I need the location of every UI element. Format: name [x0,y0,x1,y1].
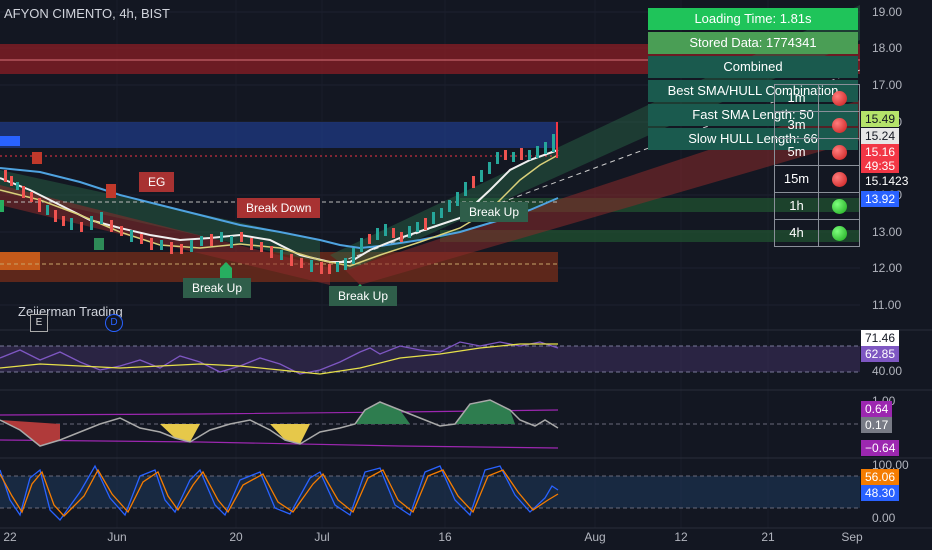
price-tick: 13.00 [872,225,903,239]
axis-tick: 100.00 [872,458,909,472]
timeframe-row-5m: 5m [775,139,859,166]
timeframe-label: 1m [775,85,819,111]
timeframe-label: 5m [775,139,819,165]
break-up-label-1: Break Up [183,278,252,298]
timeframe-row-15m: 15m [775,166,859,193]
value-label: 13.92 [861,191,900,207]
info-panel: Loading Time: 1.81s Stored Data: 1774341 C… [648,8,858,152]
d-badge[interactable]: D [105,314,123,332]
status-dot-icon [831,171,847,187]
status-dot-icon [831,198,847,214]
timeframe-label: 15m [775,166,819,192]
status-dot-icon [831,225,847,241]
price-tick: 18.00 [872,41,903,55]
break-down-label: Break Down [237,198,321,218]
status-dot-icon [831,90,847,106]
value-label: 56.06 [861,469,900,485]
timeframe-label: 4h [775,220,819,246]
value-label: 71.46 [861,330,900,346]
axis-tick: 0.00 [872,511,896,525]
time-tick: 12 [674,530,688,544]
chart-title: AFYON CIMENTO, 4h, BIST [4,6,170,21]
info-row-0: Loading Time: 1.81s [648,8,858,30]
value-label: 15.49 [861,111,900,127]
value-label: 62.85 [861,346,900,362]
price-tick: 19.00 [872,5,903,19]
value-label: 49:35 [861,158,900,174]
axis-tick: 40.00 [872,364,903,378]
time-tick: 21 [761,530,775,544]
time-tick: 20 [229,530,243,544]
timeframe-label: 1h [775,193,819,219]
price-tick: 11.00 [872,298,902,312]
status-dot-icon [831,117,847,133]
e-badge[interactable]: E [30,314,48,332]
time-tick: Jun [107,530,127,544]
info-row-2: Combined [648,56,858,78]
time-tick: Sep [841,530,863,544]
value-label: 15.16 [861,144,900,160]
value-label: 0.17 [861,417,893,433]
info-row-4: Fast SMA Length: 50 [648,104,858,126]
info-row-3: Best SMA/HULL Combination [648,80,858,102]
value-label: 0.64 [861,401,893,417]
break-up-label-2: Break Up [329,286,398,306]
timeframe-label: 3m [775,112,819,138]
timeframe-table: 1m 3m 5m 15m 1h 4h [774,84,860,247]
timeframe-row-3m: 3m [775,112,859,139]
info-row-1: Stored Data: 1774341 [648,32,858,54]
price-tick: 17.00 [872,78,903,92]
value-label: 48.30 [861,485,900,501]
price-tick: 12.00 [872,261,903,275]
timeframe-row-4h: 4h [775,220,859,246]
status-dot-icon [831,144,847,160]
time-tick: Aug [584,530,606,544]
value-label: −0.64 [861,440,900,456]
time-tick: 22 [3,530,17,544]
time-tick: 16 [438,530,452,544]
value-label: 15.1423 [861,173,913,189]
timeframe-row-1h: 1h [775,193,859,220]
eg-label: EG [139,172,175,192]
timeframe-row-1m: 1m [775,85,859,112]
time-tick: Jul [314,530,330,544]
info-row-5: Slow HULL Length: 66 [648,128,858,150]
break-up-label-3: Break Up [460,202,529,222]
value-label: 15.24 [861,128,900,144]
